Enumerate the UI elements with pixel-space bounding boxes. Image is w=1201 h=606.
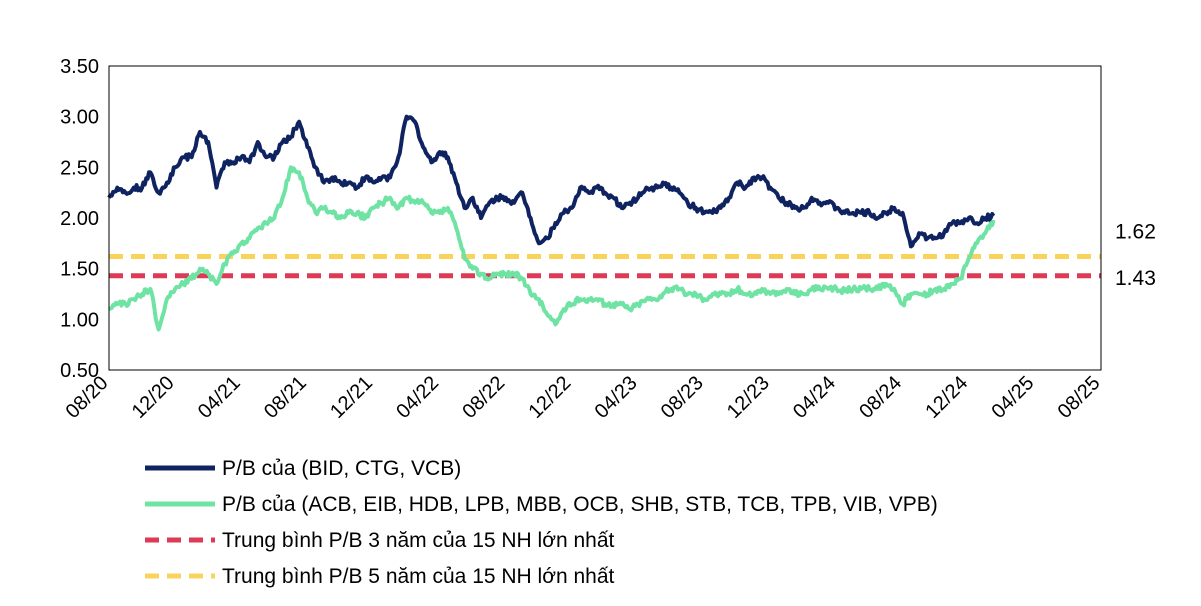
y-tick-label: 2.00 bbox=[60, 208, 99, 230]
end-value-labels: 1.62 1.43 bbox=[1115, 221, 1156, 290]
legend-label-3: Trung bình P/B 3 năm của 15 NH lớn nhất bbox=[222, 529, 615, 552]
x-tick-label: 04/22 bbox=[392, 372, 443, 423]
x-tick-label: 04/23 bbox=[591, 372, 642, 423]
y-tick-label: 1.00 bbox=[60, 309, 99, 331]
x-tick-label: 12/22 bbox=[525, 372, 576, 423]
x-tick-label: 04/21 bbox=[194, 372, 245, 423]
annotation-label-2: 1.43 bbox=[1115, 267, 1156, 290]
x-tick-label: 12/24 bbox=[921, 372, 972, 423]
annotation-label-1: 1.62 bbox=[1115, 221, 1156, 244]
legend-item-1: P/B của (BID, CTG, VCB) bbox=[145, 457, 461, 480]
legend: P/B của (BID, CTG, VCB) P/B của (ACB, EI… bbox=[145, 457, 938, 588]
y-tick-label: 3.50 bbox=[60, 56, 99, 78]
y-tick-label: 2.50 bbox=[60, 157, 99, 179]
x-tick-label: 12/20 bbox=[128, 372, 179, 423]
series-line-solid bbox=[108, 165, 996, 332]
legend-item-2: P/B của (ACB, EIB, HDB, LPB, MBB, OCB, S… bbox=[145, 493, 938, 516]
legend-item-3: Trung bình P/B 3 năm của 15 NH lớn nhất bbox=[145, 529, 615, 552]
x-tick-label: 08/23 bbox=[657, 372, 708, 423]
legend-label-2: P/B của (ACB, EIB, HDB, LPB, MBB, OCB, S… bbox=[222, 493, 938, 516]
y-axis-ticks: 3.50 3.00 2.50 2.00 1.50 1.00 0.50 bbox=[60, 56, 99, 382]
legend-label-4: Trung bình P/B 5 năm của 15 NH lớn nhất bbox=[222, 565, 615, 588]
series-layer bbox=[107, 114, 1101, 332]
y-tick-label: 3.00 bbox=[60, 107, 99, 129]
x-tick-label: 08/21 bbox=[260, 372, 311, 423]
x-tick-label: 04/24 bbox=[789, 372, 840, 423]
x-axis-ticks: 08/20 12/20 04/21 08/21 12/21 04/22 08/22 12/22… bbox=[62, 372, 1105, 423]
legend-item-4: Trung bình P/B 5 năm của 15 NH lớn nhất bbox=[145, 565, 615, 588]
x-tick-label: 08/24 bbox=[855, 372, 906, 423]
x-tick-label: 08/22 bbox=[458, 372, 509, 423]
x-tick-label: 04/25 bbox=[987, 372, 1038, 423]
legend-label-1: P/B của (BID, CTG, VCB) bbox=[222, 457, 461, 480]
y-tick-label: 1.50 bbox=[60, 259, 99, 281]
y-tick-label: 0.50 bbox=[60, 360, 99, 382]
x-tick-label: 12/23 bbox=[723, 372, 774, 423]
x-tick-label: 12/21 bbox=[326, 372, 377, 423]
x-tick-label: 08/25 bbox=[1054, 372, 1105, 423]
series-line-solid bbox=[107, 114, 996, 249]
plot-area-frame bbox=[108, 65, 1102, 371]
